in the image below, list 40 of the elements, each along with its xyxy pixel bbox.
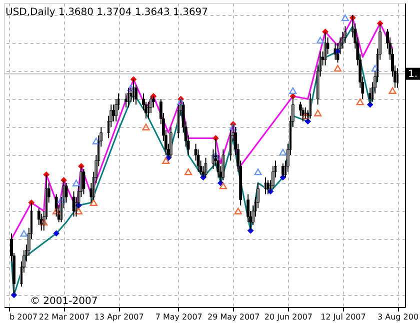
point [53, 230, 60, 237]
point [212, 152, 220, 158]
point [371, 64, 379, 72]
point [127, 84, 135, 92]
x-tick-label: 29 May 2007 [208, 312, 260, 322]
point [302, 112, 310, 120]
x-tick-label: 7 May 2007 [155, 312, 202, 322]
point [58, 196, 66, 204]
x-tick-label: b 2007 [10, 312, 38, 322]
x-tick-label: 22 Mar 2007 [38, 312, 90, 322]
point [289, 87, 297, 94]
point [316, 36, 324, 44]
point [314, 110, 322, 116]
point [90, 199, 98, 206]
point [341, 14, 349, 22]
ref-line-label: 1. [408, 68, 418, 80]
text: © 2001-2007 [30, 296, 98, 307]
point [52, 208, 60, 214]
point [254, 168, 262, 176]
x-tick-label: 12 Jul 2007 [320, 312, 366, 322]
point [229, 124, 237, 130]
point [234, 208, 242, 214]
x-tick-label: 13 Apr 2007 [94, 312, 144, 322]
point [142, 124, 150, 130]
x-tick-label: 3 Aug 200 [377, 312, 419, 322]
point [177, 98, 185, 106]
point [40, 218, 48, 226]
point [184, 168, 192, 176]
chart-title: USD,Daily 1.3680 1.3704 1.3643 1.3697 [6, 7, 208, 18]
point [356, 98, 364, 106]
point [334, 64, 342, 72]
point [279, 148, 287, 156]
point [92, 138, 100, 144]
x-tick-label: 20 Jun 2007 [264, 312, 312, 322]
point [219, 182, 227, 190]
point [162, 157, 170, 164]
point [388, 87, 396, 94]
point [20, 230, 28, 237]
point [72, 180, 80, 186]
point [74, 208, 82, 214]
